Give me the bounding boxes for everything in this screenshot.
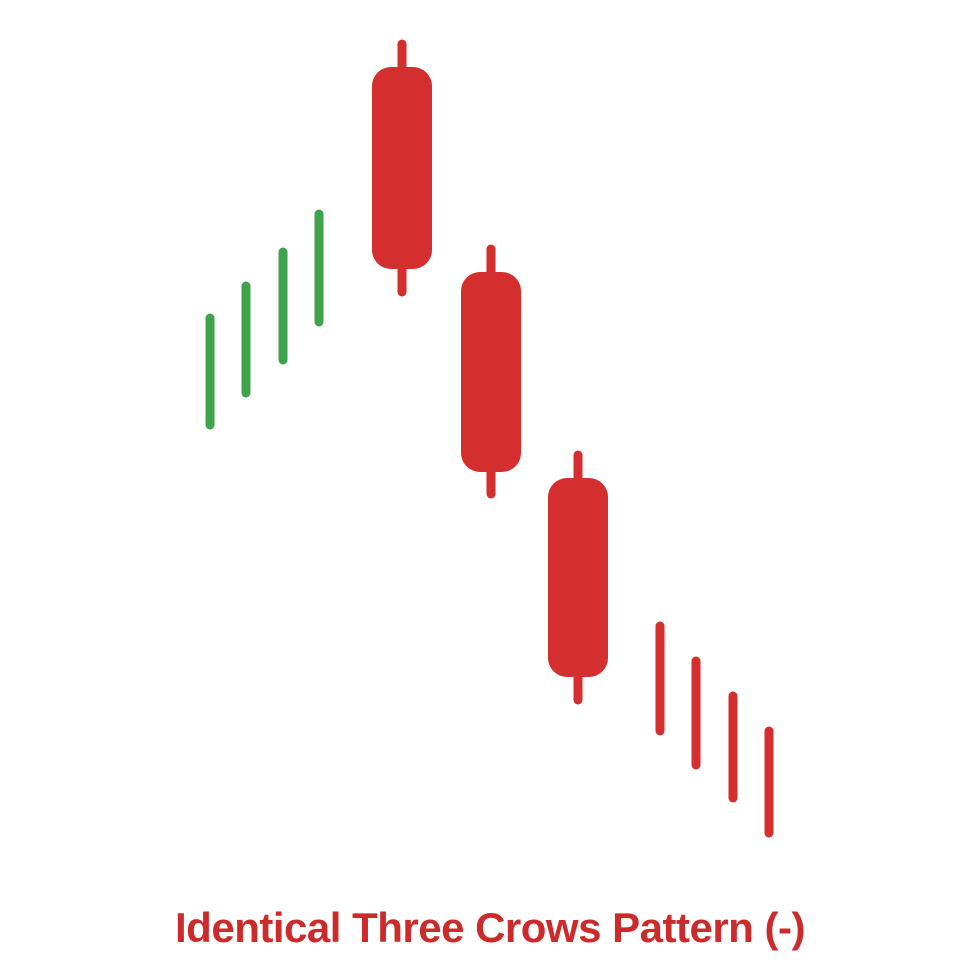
candle-body <box>461 272 521 472</box>
candle-crow-3 <box>548 450 608 705</box>
candle-body <box>372 67 432 269</box>
candle-body <box>548 478 608 677</box>
chart-title: Identical Three Crows Pattern (-) <box>175 904 805 951</box>
candle-crow-2 <box>461 244 521 499</box>
candles-group <box>205 39 774 838</box>
candle-crow-1 <box>372 39 432 297</box>
